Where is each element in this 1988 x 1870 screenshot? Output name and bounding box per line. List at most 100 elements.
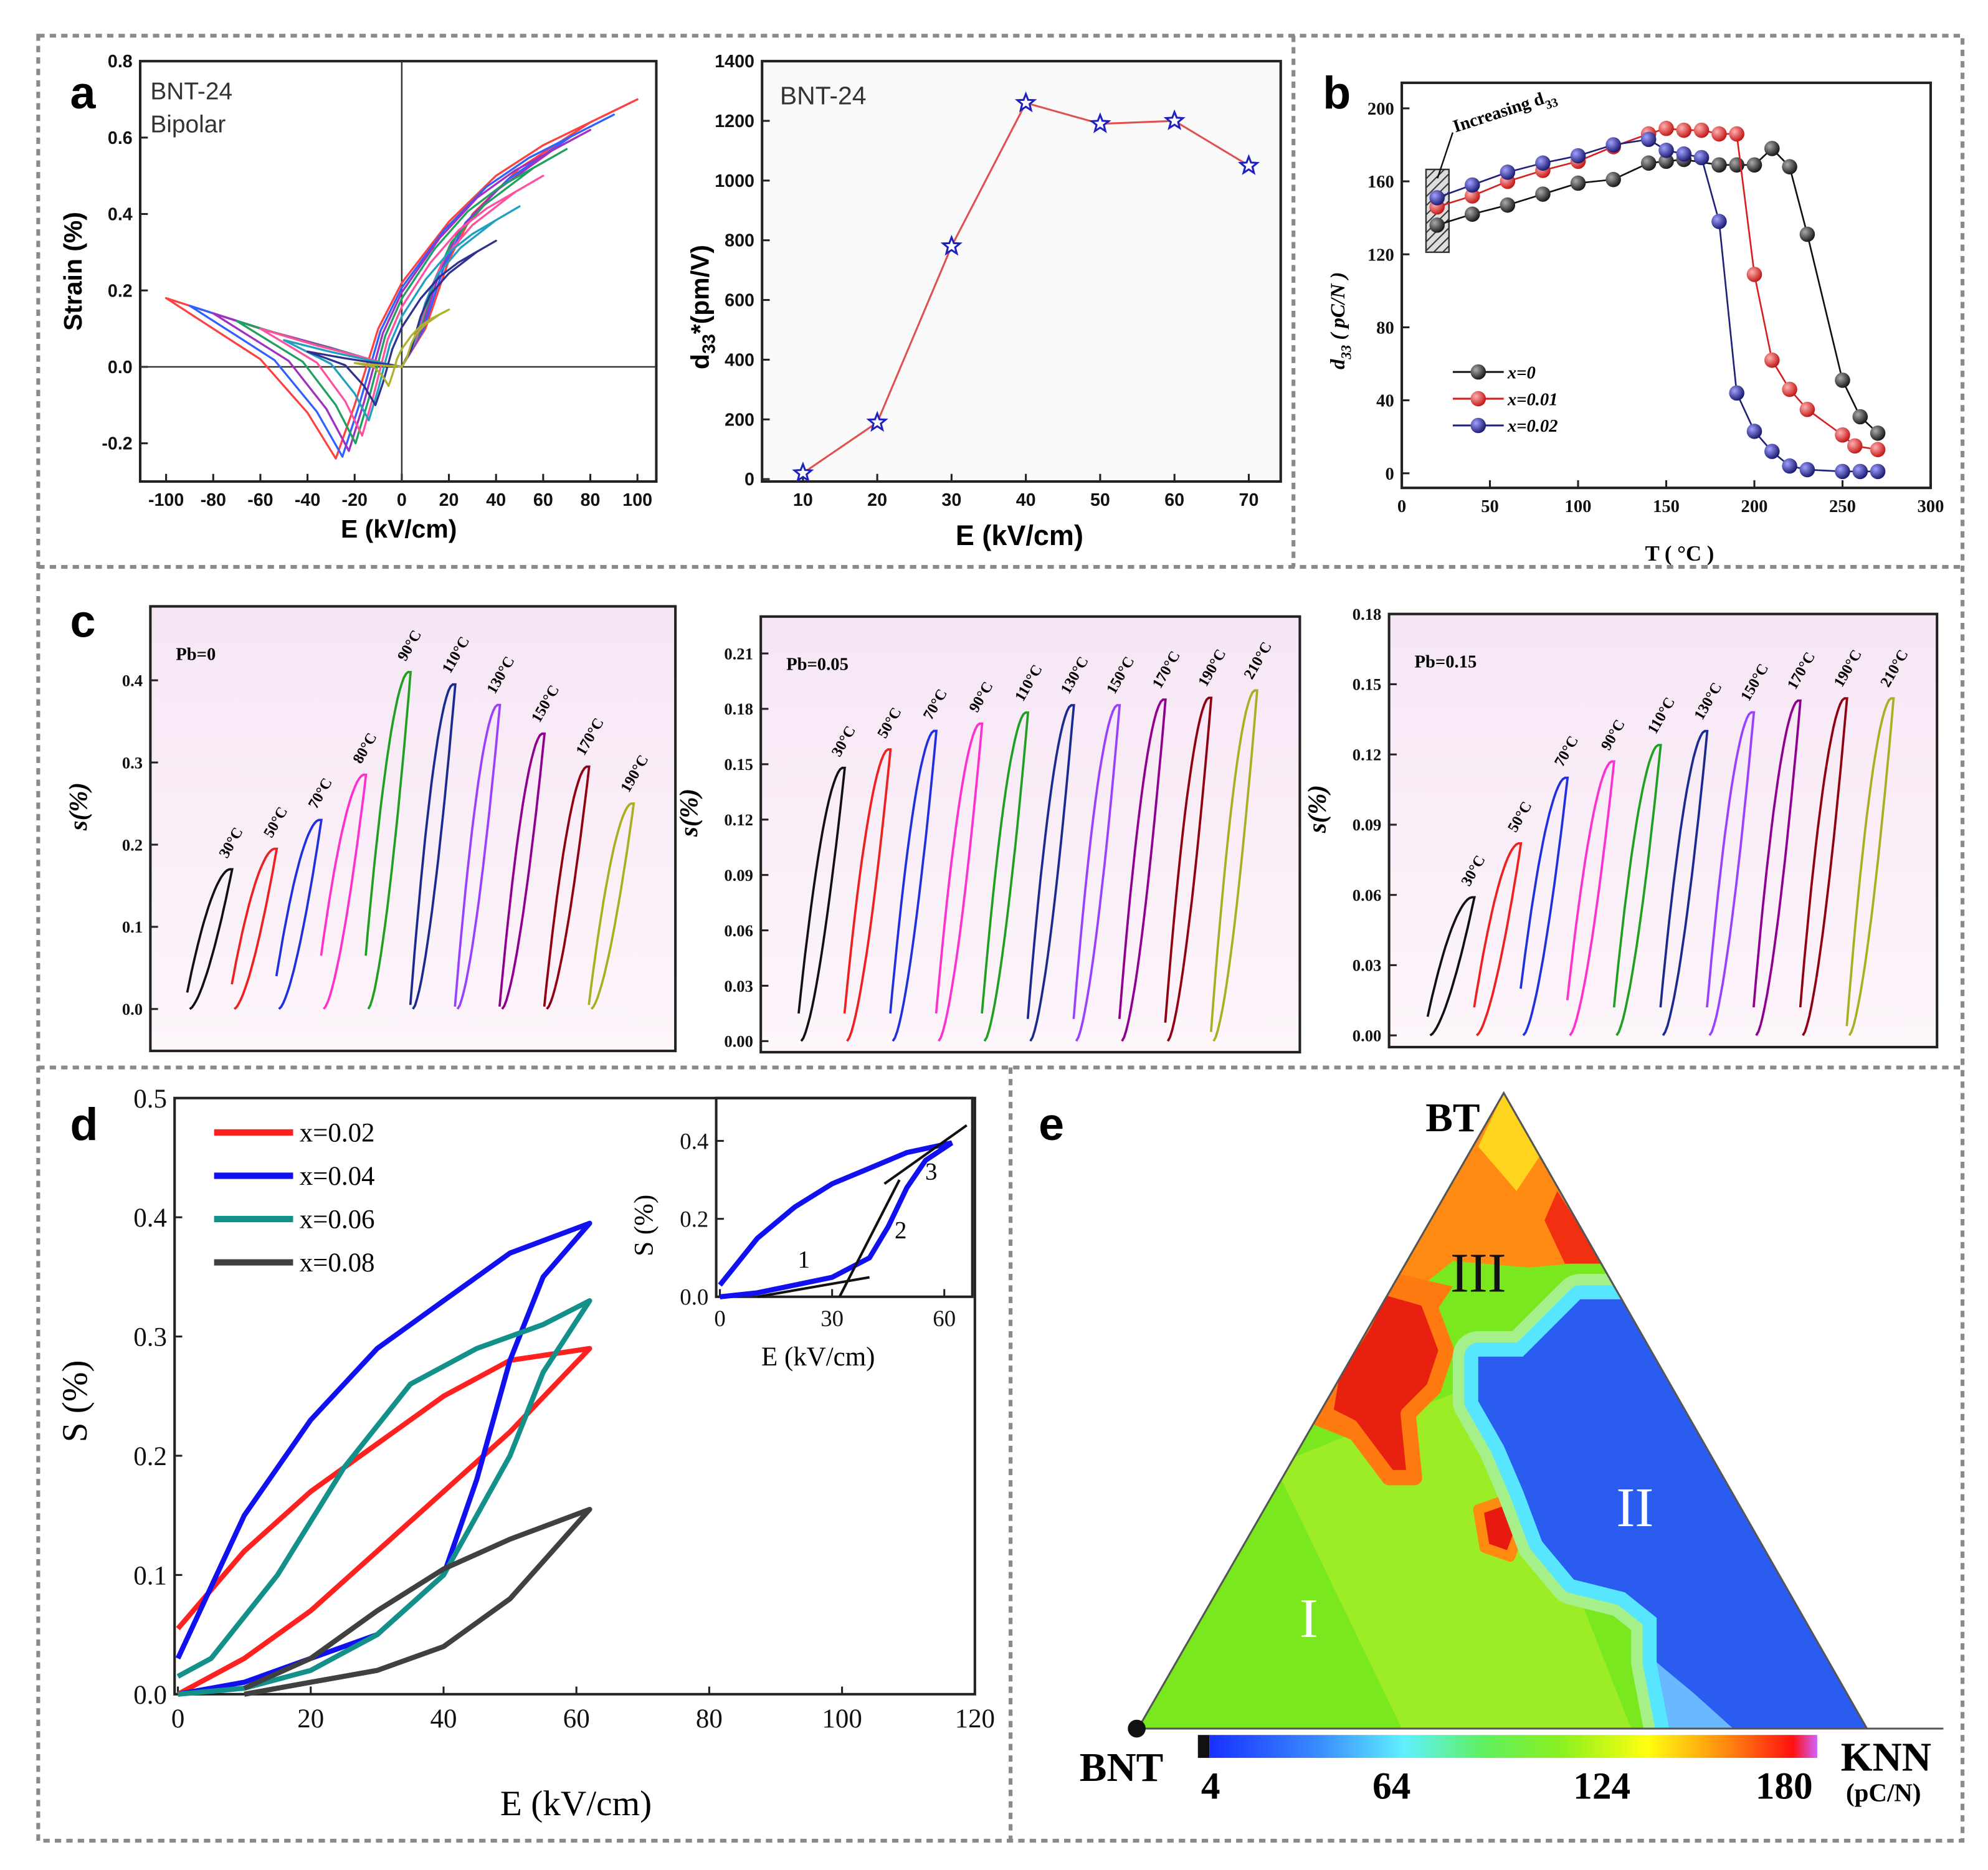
composition-label: Pb=0	[176, 644, 216, 664]
y-axis-label: d33 ( pC/N )	[1327, 272, 1354, 369]
legend-label: x=0.06	[300, 1205, 375, 1234]
x-tick-label: 0	[397, 490, 407, 510]
y-tick-label: 80	[1376, 318, 1394, 338]
label-subscript: 33	[1338, 345, 1354, 360]
y-tick-label: 0.5	[133, 1085, 167, 1114]
sphere-marker	[1570, 148, 1586, 164]
y-tick-label: 120	[1367, 245, 1394, 265]
y-tick-label: 0.00	[1353, 1026, 1382, 1045]
tangent-line	[757, 1276, 870, 1298]
y-tick-label: 0.09	[1353, 815, 1382, 834]
x-tick-label: 100	[622, 490, 652, 510]
plot-frame	[138, 60, 658, 483]
tangent-line	[838, 1179, 901, 1298]
strain-loop	[1210, 689, 1258, 1042]
y-tick-label: 0.00	[724, 1032, 753, 1051]
y-tick-label: 1000	[715, 171, 754, 191]
sphere-marker	[1676, 146, 1692, 162]
sphere-marker	[1464, 206, 1480, 222]
plot-c1: 0.00.10.20.30.430°C50°C70°C80°C90°C 110°C…	[64, 605, 677, 1053]
strain-loop	[231, 847, 278, 1010]
sphere-marker	[1500, 197, 1516, 213]
strain-loop	[243, 1506, 592, 1697]
y-tick-label: -0.2	[102, 434, 132, 454]
y-tick-label: 0.03	[724, 977, 753, 995]
x-tick-label: 300	[1917, 496, 1944, 516]
x-tick-label: -60	[247, 490, 273, 510]
sphere-marker	[1746, 267, 1762, 282]
x-axis-label: E (kV/cm)	[500, 1784, 652, 1823]
label-main: d	[1327, 359, 1349, 369]
y-tick-label: 0.3	[133, 1323, 167, 1352]
plot-a1: -100 -80 -60 -40 -20 0 20 40 60 80 100 -0.2 0.0 0.2 0.…	[59, 52, 658, 543]
x-tick-label: 60	[533, 490, 553, 510]
sphere-marker	[1658, 143, 1674, 158]
stage-label: 3	[925, 1159, 937, 1185]
x-tick-label: 50	[1090, 490, 1110, 510]
plot-frame	[759, 615, 1301, 1054]
y-tick-label: 0.6	[108, 128, 133, 148]
x-tick-label: 0	[171, 1704, 184, 1734]
x-tick-label: -20	[342, 490, 368, 510]
sphere-marker	[1535, 155, 1551, 171]
annotation: Increasing d33	[1450, 85, 1559, 141]
sphere-marker	[1535, 186, 1551, 202]
ternary-contour	[1138, 1093, 1867, 1729]
y-tick-label: 40	[1376, 391, 1394, 411]
sphere-marker	[1711, 126, 1727, 142]
x-tick-label: 30	[820, 1306, 844, 1331]
x-axis-label: T ( °C )	[1645, 541, 1715, 566]
strain-loop	[409, 683, 457, 1010]
sphere-marker	[1711, 157, 1727, 173]
x-tick-label: 120	[955, 1704, 995, 1734]
y-tick-label: 0.0	[122, 1000, 143, 1018]
x-tick-label: 80	[581, 490, 601, 510]
x-tick-label: -100	[148, 490, 184, 510]
y-tick-label: 0.2	[680, 1207, 708, 1232]
y-tick-label: 0.4	[122, 671, 143, 690]
sphere-marker	[1764, 141, 1780, 156]
sphere-marker	[1852, 409, 1868, 425]
colorbar-tick-label: 4	[1201, 1765, 1220, 1807]
y-axis-label: s(%)	[675, 789, 703, 837]
y-tick-label: 0	[1385, 464, 1394, 484]
y-tick-label: 0.1	[122, 918, 143, 936]
annotation-arrow	[1437, 132, 1454, 179]
colorbar-unit: (pC/N)	[1846, 1779, 1921, 1807]
x-tick-label: 70	[1239, 490, 1259, 510]
sphere-marker	[1693, 122, 1710, 138]
sphere-marker	[1870, 425, 1886, 441]
strain-loop	[1164, 696, 1213, 1042]
panel-letter-d: d	[70, 1098, 98, 1150]
y-tick-label: 0.06	[724, 921, 753, 940]
star-marker	[1014, 91, 1037, 113]
y-tick-label: 0.15	[724, 755, 753, 774]
sphere-marker	[1782, 381, 1797, 397]
label-main: Increasing d	[1450, 88, 1546, 136]
region-label-III: III	[1450, 1243, 1506, 1304]
x-tick-label: 50	[1481, 496, 1499, 516]
strain-loop	[1845, 697, 1895, 1037]
y-tick-label: 200	[1367, 99, 1394, 119]
sphere-marker	[1464, 188, 1480, 204]
sphere-marker	[1764, 352, 1780, 368]
y-tick-label: 0.21	[724, 644, 753, 663]
plot-a2: 10 20 30 40 50 60 70 0 200 400 600 800 1000 1200 1400 B…	[685, 52, 1282, 551]
strain-loop	[1118, 698, 1167, 1042]
star-marker	[866, 411, 888, 432]
strain-loop	[1752, 699, 1802, 1037]
y-tick-label: 160	[1367, 172, 1394, 192]
legend-label: x=0.02	[300, 1118, 375, 1147]
stage-label: 2	[895, 1217, 906, 1244]
plot-d-inset: 0 30 60 0.0 0.2 0.4 1 2 3 E (kV/cm) S (%)	[629, 1096, 974, 1372]
legend-marker	[1470, 417, 1486, 434]
plot-c2: 0.000.030.060.090.120.150.180.2130°C50°C…	[675, 615, 1301, 1054]
vertex-label-bt: BT	[1425, 1096, 1480, 1141]
sphere-marker	[1799, 226, 1815, 242]
inset-loop	[718, 1140, 954, 1299]
y-axis-label: s(%)	[64, 782, 92, 831]
strain-loop	[981, 711, 1030, 1042]
sphere-marker	[1658, 120, 1674, 136]
label-rest: ( pC/N )	[1327, 272, 1349, 345]
legend-marker	[1470, 391, 1486, 407]
